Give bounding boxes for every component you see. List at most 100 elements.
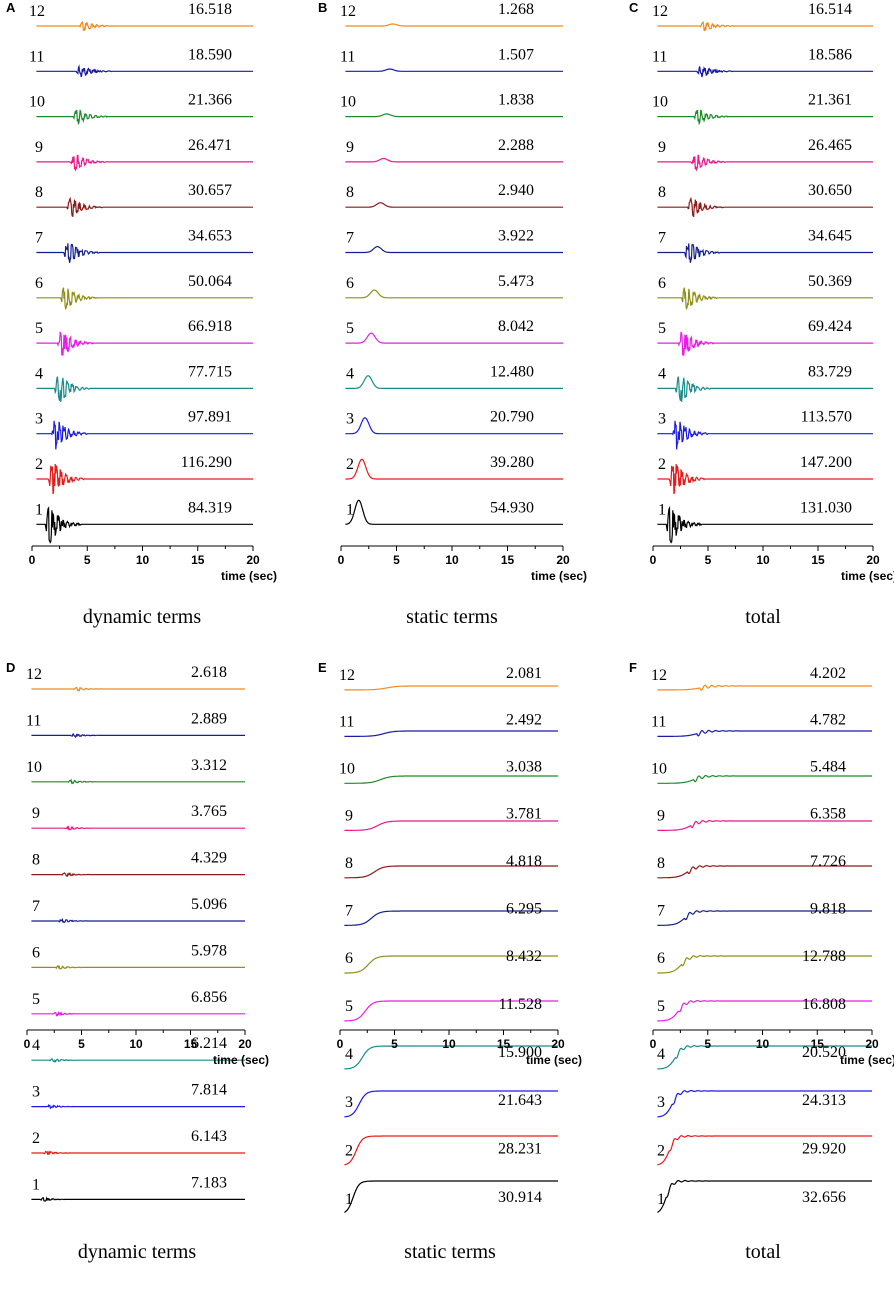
trace-line-2 <box>344 1135 558 1166</box>
peak-value: 83.729 <box>808 363 852 380</box>
peak-value: 39.280 <box>490 454 534 471</box>
peak-value: 20.520 <box>802 1044 846 1061</box>
x-tick-label: 10 <box>756 1037 770 1051</box>
peak-value: 32.656 <box>802 1189 846 1206</box>
trace-number: 7 <box>346 230 354 247</box>
x-tick-label: 0 <box>29 553 36 567</box>
trace-line-3 <box>31 1103 245 1110</box>
x-tick-label: 5 <box>393 553 400 567</box>
x-tick-label: 20 <box>246 553 260 567</box>
trace-line-5 <box>344 1000 558 1022</box>
peak-value: 8.042 <box>498 318 534 335</box>
trace-line-3 <box>657 1089 872 1118</box>
trace-number: 6 <box>346 275 354 292</box>
trace-number: 12 <box>651 667 667 684</box>
trace-line-5 <box>657 999 872 1022</box>
trace-number: 2 <box>345 1143 353 1160</box>
trace-number: 6 <box>345 950 353 967</box>
trace-number: 11 <box>340 48 355 65</box>
x-tick-label: 0 <box>650 553 657 567</box>
trace-line-6 <box>31 964 245 970</box>
peak-value: 30.914 <box>498 1189 542 1206</box>
trace-number: 11 <box>26 712 41 729</box>
x-tick-label: 15 <box>497 1037 511 1051</box>
peak-value: 6.856 <box>191 989 227 1006</box>
peak-value: 50.369 <box>808 273 852 290</box>
trace-number: 2 <box>346 456 354 473</box>
trace-line-11 <box>344 730 558 738</box>
trace-line-4 <box>344 1045 558 1070</box>
trace-number: 2 <box>35 456 43 473</box>
peak-value: 5.473 <box>498 273 534 290</box>
x-axis-title: time (sec) <box>221 569 277 583</box>
peak-value: 21.361 <box>808 92 852 109</box>
peak-value: 69.424 <box>808 318 852 335</box>
peak-value: 24.313 <box>802 1092 846 1109</box>
trace-number: 5 <box>345 998 353 1015</box>
peak-value: 20.790 <box>490 409 534 426</box>
trace-number: 10 <box>29 94 45 111</box>
trace-line-11 <box>31 732 245 739</box>
trace-number: 5 <box>32 991 40 1008</box>
trace-line-1 <box>345 499 563 525</box>
peak-value: 2.492 <box>506 711 542 728</box>
trace-line-8 <box>657 864 872 879</box>
peak-value: 12.480 <box>490 363 534 380</box>
x-tick-label: 15 <box>501 553 515 567</box>
trace-line-10 <box>657 774 872 784</box>
trace-line-3 <box>36 420 253 450</box>
peak-value: 34.653 <box>188 228 232 245</box>
peak-value: 7.183 <box>191 1174 227 1191</box>
trace-line-10 <box>657 109 873 126</box>
trace-number: 9 <box>35 139 43 156</box>
x-axis-title: time (sec) <box>213 1053 269 1067</box>
trace-number: 1 <box>32 1176 40 1193</box>
x-tick-label: 0 <box>24 1037 31 1051</box>
x-tick-label: 10 <box>442 1037 456 1051</box>
trace-line-10 <box>344 775 558 784</box>
trace-line-11 <box>345 68 563 72</box>
trace-line-2 <box>31 1150 245 1156</box>
trace-line-6 <box>36 287 253 311</box>
trace-number: 2 <box>658 456 666 473</box>
peak-value: 18.590 <box>188 46 232 63</box>
peak-value: 3.765 <box>191 803 227 820</box>
trace-number: 3 <box>32 1084 40 1101</box>
peak-value: 6.143 <box>191 1128 227 1145</box>
trace-number: 8 <box>658 184 666 201</box>
trace-number: 9 <box>657 807 665 824</box>
trace-number: 8 <box>345 855 353 872</box>
peak-value: 7.814 <box>191 1082 227 1099</box>
trace-number: 3 <box>346 411 354 428</box>
x-tick-label: 5 <box>391 1037 398 1051</box>
peak-value: 84.319 <box>188 499 232 516</box>
x-axis-title: time (sec) <box>840 1053 894 1067</box>
trace-line-11 <box>657 66 873 78</box>
peak-value: 21.366 <box>188 92 232 109</box>
trace-line-8 <box>31 871 245 877</box>
x-tick-label: 20 <box>865 1037 879 1051</box>
trace-number: 4 <box>32 1037 40 1054</box>
panel-caption: static terms <box>406 606 498 628</box>
trace-number: 8 <box>657 855 665 872</box>
trace-number: 7 <box>35 230 43 247</box>
peak-value: 5.484 <box>810 758 846 775</box>
trace-number: 1 <box>658 501 666 518</box>
trace-line-1 <box>36 506 253 544</box>
panel-letter: E <box>318 660 327 675</box>
trace-line-7 <box>31 917 245 924</box>
peak-value: 34.645 <box>808 228 852 245</box>
trace-number: 3 <box>35 411 43 428</box>
peak-value: 12.788 <box>802 948 846 965</box>
trace-number: 4 <box>345 1046 353 1063</box>
trace-line-6 <box>345 289 563 299</box>
peak-value: 30.657 <box>188 182 232 199</box>
trace-number: 11 <box>652 48 667 65</box>
peak-value: 29.920 <box>802 1141 846 1158</box>
trace-line-8 <box>657 196 873 218</box>
trace-line-3 <box>344 1090 558 1118</box>
peak-value: 1.838 <box>498 92 534 109</box>
